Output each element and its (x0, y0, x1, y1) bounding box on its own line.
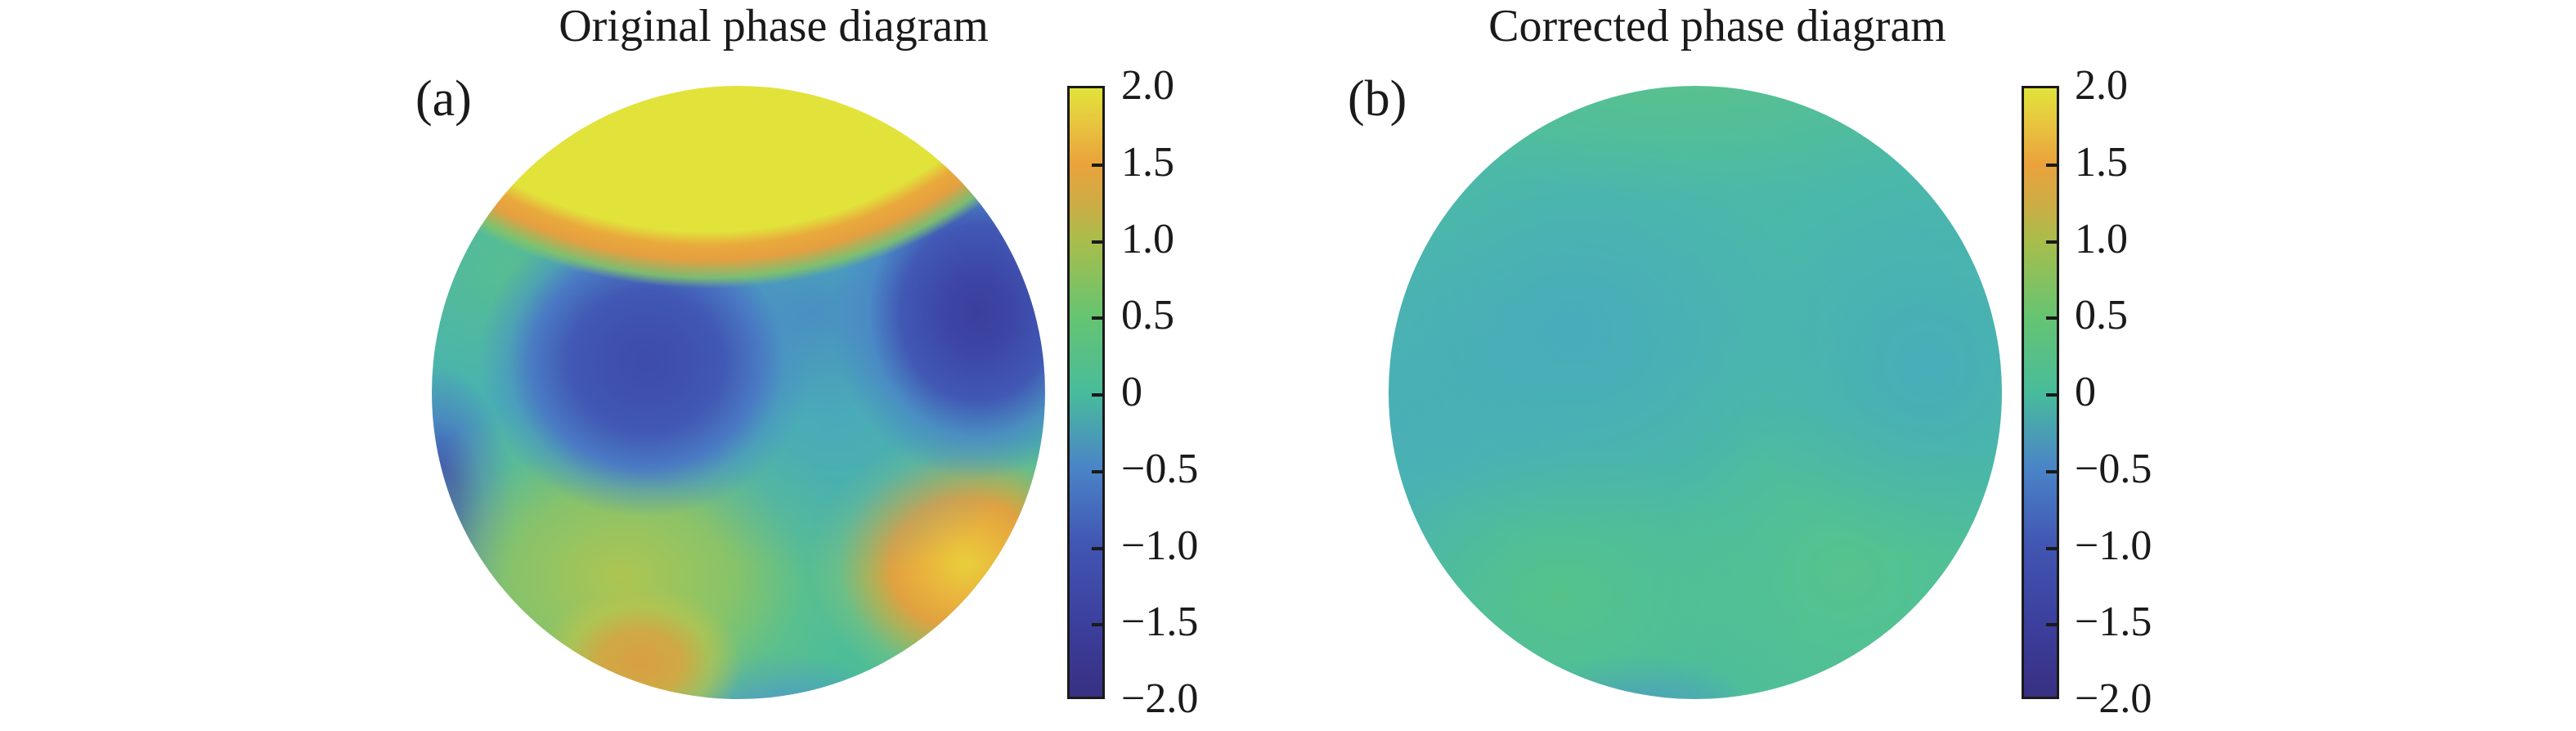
colorbar-tick (2046, 547, 2057, 550)
colorbar-tick-label: −1.0 (2075, 522, 2152, 569)
colorbar-tick-label: −2.0 (1121, 675, 1199, 722)
panel-a-colorbar-labels: 2.0 1.5 1.0 0.5 0 −0.5 −1.0 −1.5 −2.0 (1121, 65, 1268, 720)
colorbar-tick (2046, 470, 2057, 473)
colorbar-tick (1092, 164, 1102, 167)
colorbar-tick-label: −0.5 (1121, 446, 1199, 492)
colorbar-tick (2046, 623, 2057, 626)
colorbar-tick-label: −1.5 (2075, 599, 2152, 645)
panel-b-title: Corrected phase diagram (1488, 1, 1946, 52)
colorbar-tick-label: 1.0 (1121, 216, 1174, 262)
colorbar-tick-label: −1.0 (1121, 522, 1199, 569)
colorbar-tick (2046, 164, 2057, 167)
colorbar-tick (2046, 393, 2057, 397)
colorbar-tick (1092, 470, 1102, 473)
colorbar-tick-label: −2.0 (2075, 675, 2152, 722)
panel-b-colorbar (2022, 86, 2059, 699)
colorbar-tick-label: 1.5 (2075, 139, 2128, 186)
colorbar-tick (2046, 240, 2057, 244)
colorbar-tick-label: 1.0 (2075, 216, 2128, 262)
colorbar-tick (1092, 393, 1102, 397)
colorbar-tick-label: −0.5 (2075, 446, 2152, 492)
colorbar-tick (1092, 316, 1102, 320)
colorbar-tick-label: 0.5 (2075, 292, 2128, 339)
panel-a-colorbar (1067, 86, 1105, 699)
colorbar-tick-label: 0.5 (1121, 292, 1174, 339)
colorbar-tick-label: 0 (2075, 369, 2096, 415)
colorbar-tick (2046, 316, 2057, 320)
colorbar-tick-label: −1.5 (1121, 599, 1199, 645)
colorbar-tick-label: 2.0 (1121, 62, 1174, 109)
panel-b-phase-map (1389, 86, 2002, 699)
panel-a-title: Original phase diagram (559, 1, 989, 52)
panel-b-label: (b) (1348, 71, 1407, 127)
panel-b-colorbar-labels: 2.0 1.5 1.0 0.5 0 −0.5 −1.0 −1.5 −2.0 (2075, 65, 2222, 720)
colorbar-tick-label: 1.5 (1121, 139, 1174, 186)
colorbar-tick-label: 2.0 (2075, 62, 2128, 109)
colorbar-tick (1092, 547, 1102, 550)
colorbar-tick-label: 0 (1121, 369, 1142, 415)
panel-a-label: (a) (415, 71, 472, 127)
colorbar-tick (1092, 240, 1102, 244)
panel-a-phase-map (432, 86, 1045, 699)
colorbar-tick (1092, 623, 1102, 626)
